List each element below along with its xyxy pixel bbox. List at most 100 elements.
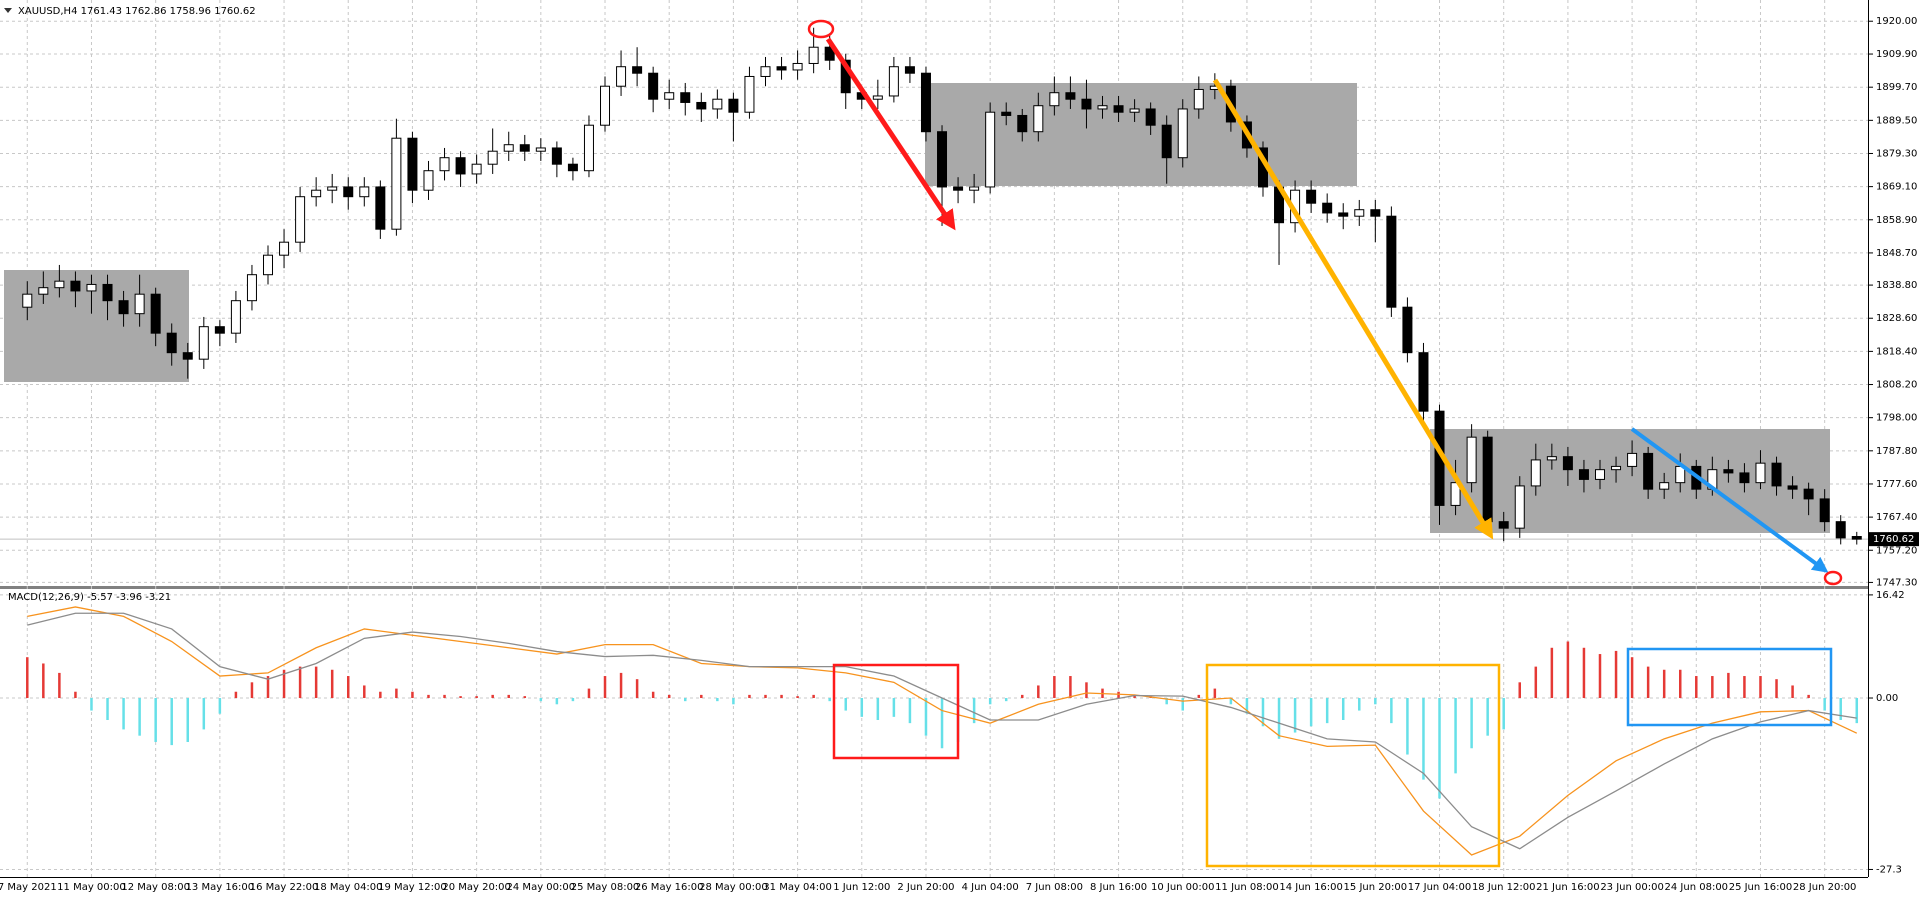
candle-body <box>1386 215 1397 308</box>
candle-body <box>455 157 466 175</box>
x-tick-label: 21 Jun 16:00 <box>1536 882 1600 893</box>
candle-body <box>1338 212 1349 217</box>
trend-arrow <box>825 37 956 231</box>
candle-body <box>1594 469 1605 480</box>
candle-body <box>551 147 562 165</box>
x-tick-label: 15 Jun 20:00 <box>1344 882 1408 893</box>
indicator-title: MACD(12,26,9) -5.57 -3.96 -3.21 <box>8 592 171 603</box>
candle-body <box>1033 105 1044 133</box>
candle-body <box>824 46 835 61</box>
last-price-box <box>1869 532 1919 547</box>
x-tick-label: 12 May 08:00 <box>121 882 190 893</box>
x-tick-label: 24 May 00:00 <box>507 882 576 893</box>
candle-body <box>1546 456 1557 461</box>
candle-body <box>953 186 964 191</box>
x-tick-label: 24 Jun 08:00 <box>1665 882 1729 893</box>
x-tick-label: 28 May 00:00 <box>699 882 768 893</box>
candle-body <box>359 186 370 198</box>
candle-body <box>343 186 354 198</box>
candle-body <box>969 186 980 191</box>
candle-body <box>1787 485 1798 490</box>
candle-body <box>1659 482 1670 490</box>
candle-body <box>680 92 691 103</box>
candle-body <box>920 72 931 133</box>
candle-body <box>1835 521 1846 539</box>
candle-body <box>1530 459 1541 487</box>
candle-body <box>407 137 418 191</box>
candle-body <box>295 196 306 243</box>
candle-body <box>118 300 129 315</box>
trend-arrow <box>1212 78 1494 540</box>
candle-body <box>311 189 322 198</box>
x-tick-label: 1 Jun 12:00 <box>833 882 890 893</box>
candle-body <box>487 150 498 165</box>
candle-body <box>1322 202 1333 214</box>
annotations <box>807 19 1843 868</box>
candle-body <box>744 75 755 113</box>
y-tick-label: 1757.20 <box>1876 545 1917 556</box>
y-tick-label: 1808.20 <box>1876 380 1917 391</box>
y-tick-label: 1909.90 <box>1876 49 1917 60</box>
candle-body <box>166 332 177 354</box>
candle-body <box>1771 462 1782 487</box>
symbol-menu-icon[interactable] <box>4 8 12 13</box>
x-tick-label: 8 Jun 16:00 <box>1090 882 1147 893</box>
candle-body <box>246 274 257 302</box>
y-tick-label: 1828.60 <box>1876 313 1917 324</box>
x-tick-label: 23 Jun 00:00 <box>1600 882 1664 893</box>
candle-body <box>423 170 434 191</box>
x-tick-label: 26 May 16:00 <box>635 882 704 893</box>
x-tick-label: 25 Jun 16:00 <box>1729 882 1793 893</box>
candle-body <box>760 66 771 77</box>
candle-body <box>1065 92 1076 100</box>
y-tick-label: 1848.70 <box>1876 248 1917 259</box>
x-tick-label: 20 May 20:00 <box>442 882 511 893</box>
trend-arrow <box>1630 427 1829 573</box>
x-tick-label: 28 Jun 20:00 <box>1793 882 1857 893</box>
candle-body <box>134 293 145 315</box>
candle-body <box>391 137 402 230</box>
y-tick-label: 1838.80 <box>1876 280 1917 291</box>
x-tick-label: 11 Jun 08:00 <box>1215 882 1279 893</box>
y-tick-label: 1798.00 <box>1876 413 1917 424</box>
candle-body <box>1562 456 1573 471</box>
candle-body <box>198 326 209 360</box>
candle-body <box>327 186 338 191</box>
candle-body <box>872 95 883 100</box>
x-tick-label: 7 Jun 08:00 <box>1026 882 1083 893</box>
candle-body <box>1097 105 1108 110</box>
candle-body <box>1177 108 1188 159</box>
y-tick-label: 1920.00 <box>1876 16 1917 27</box>
candle-body <box>1723 469 1734 474</box>
y-tick-label: 1889.50 <box>1876 115 1917 126</box>
y-tick-label: 16.42 <box>1876 590 1905 601</box>
range-box <box>925 83 1357 186</box>
candle-body <box>1803 488 1814 500</box>
x-tick-label: 2 Jun 20:00 <box>897 882 954 893</box>
candle-body <box>616 66 627 87</box>
candle-body <box>583 124 594 172</box>
x-tick-label: 7 May 2021 <box>0 882 57 893</box>
candle-body <box>1193 88 1204 110</box>
candle-body <box>1049 92 1060 107</box>
x-tick-label: 19 May 12:00 <box>378 882 447 893</box>
candle-body <box>230 300 241 334</box>
candle-body <box>1161 124 1172 159</box>
y-tick-label: 1777.60 <box>1876 479 1917 490</box>
x-tick-label: 18 Jun 12:00 <box>1472 882 1536 893</box>
x-tick-label: 17 Jun 04:00 <box>1408 882 1472 893</box>
candle-body <box>776 66 787 71</box>
candle-body <box>86 283 97 292</box>
candle-body <box>22 293 33 308</box>
candle-body <box>1129 108 1140 113</box>
candle-body <box>279 241 290 256</box>
indicator-line <box>27 606 1858 856</box>
candle-body <box>54 280 65 289</box>
chart-title: XAUUSD,H4 1761.43 1762.86 1758.96 1760.6… <box>18 6 256 17</box>
range-box <box>4 270 189 382</box>
candle-body <box>985 111 996 188</box>
candle-body <box>182 352 193 360</box>
candle-body <box>808 46 819 64</box>
y-tick-label: 1767.40 <box>1876 512 1917 523</box>
